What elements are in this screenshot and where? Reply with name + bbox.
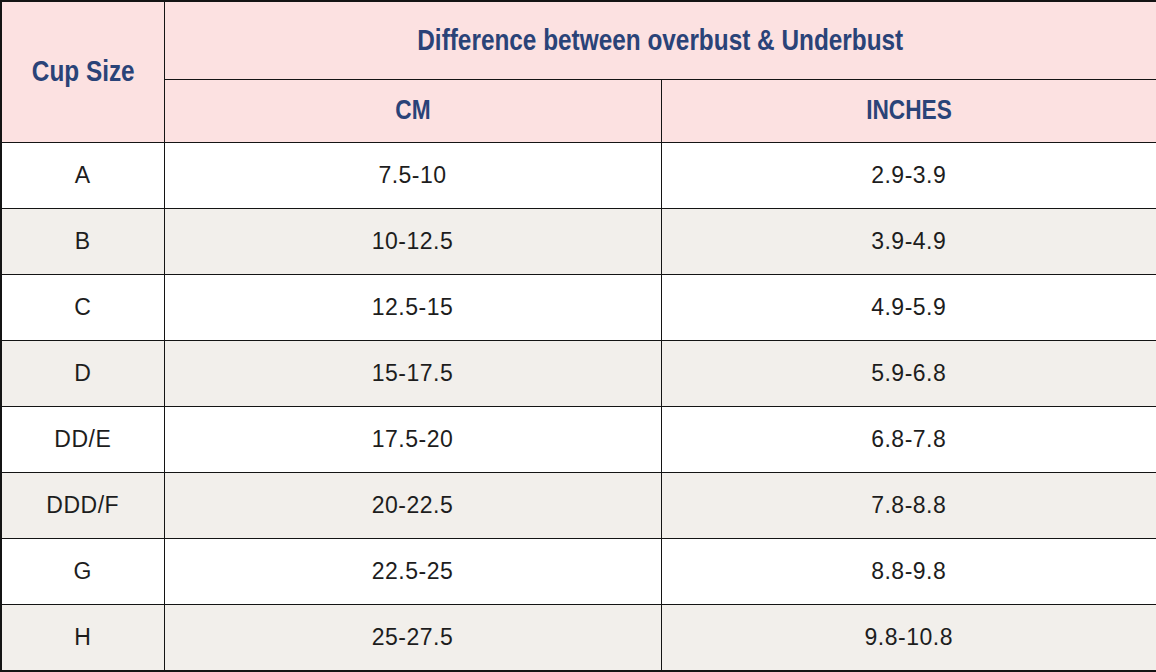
table-header: Cup Size Difference between overbust & U… [1,1,1156,142]
header-cm-label: CM [395,95,430,126]
cm-range-cell: 12.5-15 [164,274,661,340]
header-cm: CM [164,79,661,142]
header-inches-label: INCHES [866,95,952,126]
cup-size-cell: A [1,142,164,208]
table-row: C 12.5-15 4.9-5.9 [1,274,1156,340]
cm-range-cell: 15-17.5 [164,340,661,406]
inches-range-cell: 2.9-3.9 [661,142,1156,208]
cup-size-cell: DD/E [1,407,164,473]
cup-size-cell: C [1,274,164,340]
table-body: A 7.5-10 2.9-3.9 B 10-12.5 3.9-4.9 C 12.… [1,142,1156,671]
inches-range-cell: 4.9-5.9 [661,274,1156,340]
table-row: B 10-12.5 3.9-4.9 [1,208,1156,274]
cm-range-cell: 25-27.5 [164,605,661,671]
cup-size-cell: DDD/F [1,473,164,539]
cm-range-cell: 20-22.5 [164,473,661,539]
table-row: G 22.5-25 8.8-9.8 [1,539,1156,605]
table-row: D 15-17.5 5.9-6.8 [1,340,1156,406]
table-row: DD/E 17.5-20 6.8-7.8 [1,407,1156,473]
inches-range-cell: 5.9-6.8 [661,340,1156,406]
table-row: DDD/F 20-22.5 7.8-8.8 [1,473,1156,539]
cup-size-cell: G [1,539,164,605]
cm-range-cell: 22.5-25 [164,539,661,605]
table-row: A 7.5-10 2.9-3.9 [1,142,1156,208]
cup-size-chart-table: Cup Size Difference between overbust & U… [0,0,1156,672]
header-difference: Difference between overbust & Underbust [164,1,1156,79]
table-row: H 25-27.5 9.8-10.8 [1,605,1156,671]
cm-range-cell: 10-12.5 [164,208,661,274]
inches-range-cell: 7.8-8.8 [661,473,1156,539]
cm-range-cell: 7.5-10 [164,142,661,208]
cup-size-cell: H [1,605,164,671]
header-cup-size-label: Cup Size [31,55,134,88]
header-cup-size: Cup Size [1,1,164,142]
cup-size-cell: B [1,208,164,274]
inches-range-cell: 8.8-9.8 [661,539,1156,605]
cup-size-cell: D [1,340,164,406]
header-inches: INCHES [661,79,1156,142]
inches-range-cell: 6.8-7.8 [661,407,1156,473]
inches-range-cell: 9.8-10.8 [661,605,1156,671]
cm-range-cell: 17.5-20 [164,407,661,473]
header-difference-label: Difference between overbust & Underbust [417,24,903,57]
inches-range-cell: 3.9-4.9 [661,208,1156,274]
